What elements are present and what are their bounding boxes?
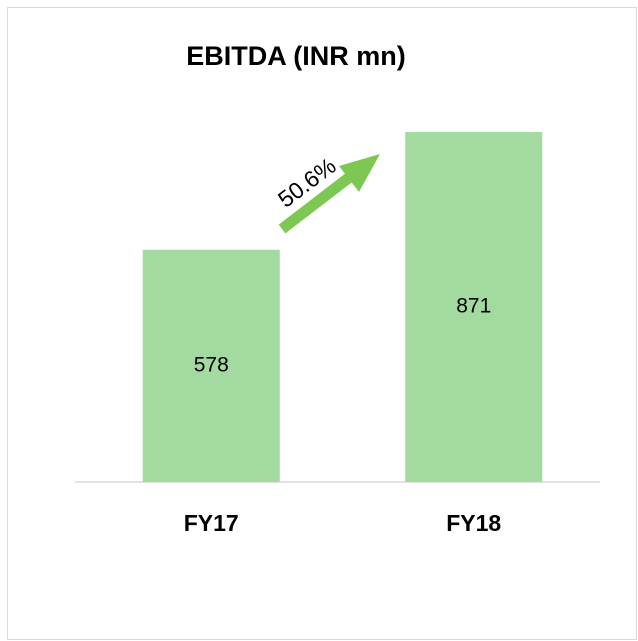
value-label: 871 xyxy=(456,295,491,318)
arrow-head xyxy=(339,154,380,192)
chart-title: EBITDA (INR mn) xyxy=(186,41,405,71)
x-tick-label: FY18 xyxy=(446,510,501,536)
arrow-shaft xyxy=(278,168,359,234)
bar xyxy=(405,132,543,482)
bar xyxy=(142,249,280,482)
x-tick-label: FY17 xyxy=(184,510,239,536)
growth-arrow xyxy=(278,154,380,234)
value-label: 578 xyxy=(194,353,229,376)
